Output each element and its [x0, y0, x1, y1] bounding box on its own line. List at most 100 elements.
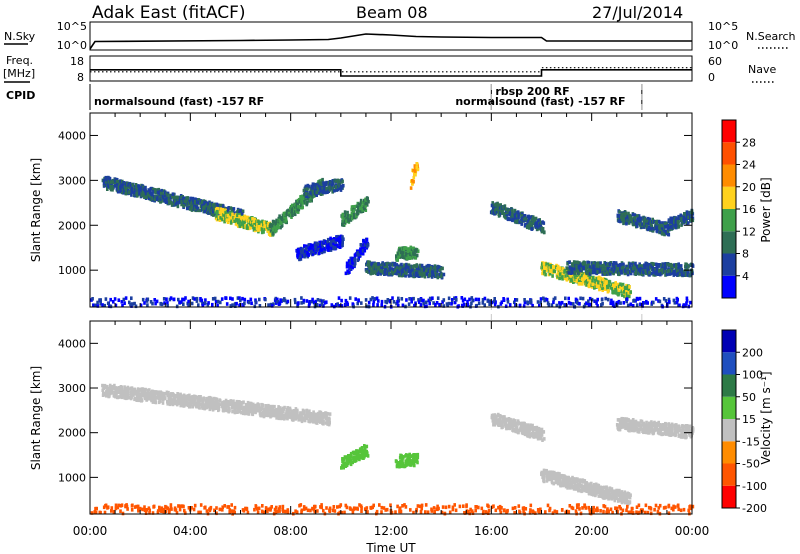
echo-cell — [567, 277, 570, 281]
echo-cell — [610, 286, 614, 291]
echo-cell — [280, 223, 284, 228]
echo-cell — [146, 303, 149, 307]
echo-cell — [395, 266, 399, 270]
echo-cell — [115, 186, 119, 191]
echo-cell — [634, 299, 637, 303]
echo-cell — [168, 402, 172, 406]
echo-cell — [680, 268, 683, 272]
echo-cell — [553, 296, 557, 300]
echo-cell — [201, 303, 205, 308]
echo-cell — [648, 218, 651, 223]
echo-cell — [303, 201, 307, 205]
echo-cell — [483, 303, 486, 307]
echo-cell — [102, 179, 106, 183]
echo-cell — [139, 186, 143, 190]
echo-cell — [647, 264, 651, 269]
echo-cell — [627, 211, 630, 216]
echo-cell — [250, 223, 254, 227]
velocity-echo-layer — [90, 383, 695, 516]
echo-cell — [614, 261, 617, 266]
echo-cell — [466, 299, 469, 304]
echo-cell — [493, 297, 496, 301]
echo-cell — [278, 301, 282, 305]
echo-cell — [99, 302, 102, 306]
echo-cell — [474, 297, 478, 302]
echo-cell — [431, 296, 434, 300]
echo-cell — [277, 216, 281, 221]
echo-cell — [611, 303, 615, 307]
echo-cell — [142, 185, 145, 190]
echo-cell — [609, 272, 612, 276]
echo-cell — [463, 297, 467, 302]
echo-cell — [236, 213, 239, 218]
echo-cell — [216, 299, 220, 304]
echo-cell — [322, 304, 325, 308]
echo-cell — [263, 227, 267, 231]
echo-cell — [606, 265, 609, 269]
echo-cell — [629, 214, 633, 218]
echo-cell — [441, 300, 444, 304]
echo-cell — [231, 297, 234, 301]
echo-cell — [606, 266, 610, 271]
echo-cell — [410, 269, 414, 273]
echo-cell — [133, 193, 137, 198]
echo-cell — [351, 216, 354, 221]
echo-cell — [629, 290, 632, 294]
echo-cell — [190, 301, 194, 306]
echo-cell — [481, 301, 485, 305]
echo-cell — [397, 296, 400, 301]
echo-cell — [326, 244, 330, 248]
cpid-label: CPID — [6, 89, 35, 102]
echo-cell — [327, 248, 331, 252]
echo-cell — [260, 223, 263, 227]
echo-cell — [153, 298, 156, 302]
echo-cell — [211, 297, 215, 301]
echo-cell — [687, 264, 690, 268]
echo-cell — [222, 213, 225, 217]
echo-cell — [261, 227, 264, 232]
echo-cell — [264, 297, 267, 302]
echo-cell — [325, 186, 329, 191]
echo-cell — [362, 238, 365, 243]
echo-cell — [353, 261, 357, 266]
echo-cell — [182, 204, 185, 208]
echo-cell — [626, 285, 630, 289]
echo-cell — [669, 262, 673, 267]
echo-cell — [258, 297, 261, 302]
echo-cell — [668, 299, 671, 304]
echo-cell — [607, 279, 611, 284]
echo-cell — [438, 302, 441, 307]
echo-cell — [235, 217, 238, 222]
echo-cell — [280, 216, 283, 220]
echo-cell — [130, 193, 133, 197]
echo-cell — [367, 199, 370, 204]
echo-cell — [135, 192, 138, 196]
echo-cell — [661, 264, 665, 269]
echo-cell — [126, 191, 129, 196]
echo-cell — [398, 273, 401, 278]
echo-cell — [530, 222, 533, 226]
echo-cell — [645, 224, 649, 228]
echo-cell — [540, 229, 544, 234]
echo-cell — [121, 179, 124, 184]
echo-cell — [195, 200, 199, 205]
echo-cell — [413, 169, 417, 173]
echo-cell — [376, 272, 380, 276]
echo-cell — [183, 196, 187, 200]
echo-cell — [364, 201, 368, 206]
echo-cell — [163, 301, 166, 305]
echo-cell — [375, 296, 379, 301]
echo-cell — [297, 301, 300, 305]
echo-cell — [588, 265, 592, 269]
echo-cell — [685, 299, 689, 303]
echo-cell — [360, 248, 363, 252]
echo-cell — [302, 298, 306, 303]
echo-cell — [684, 264, 687, 269]
echo-cell — [127, 387, 130, 392]
echo-cell — [557, 271, 560, 276]
echo-cell — [287, 211, 291, 216]
echo-cell — [416, 249, 420, 253]
echo-cell — [310, 299, 314, 304]
echo-cell — [113, 184, 117, 188]
echo-cell — [588, 275, 592, 280]
